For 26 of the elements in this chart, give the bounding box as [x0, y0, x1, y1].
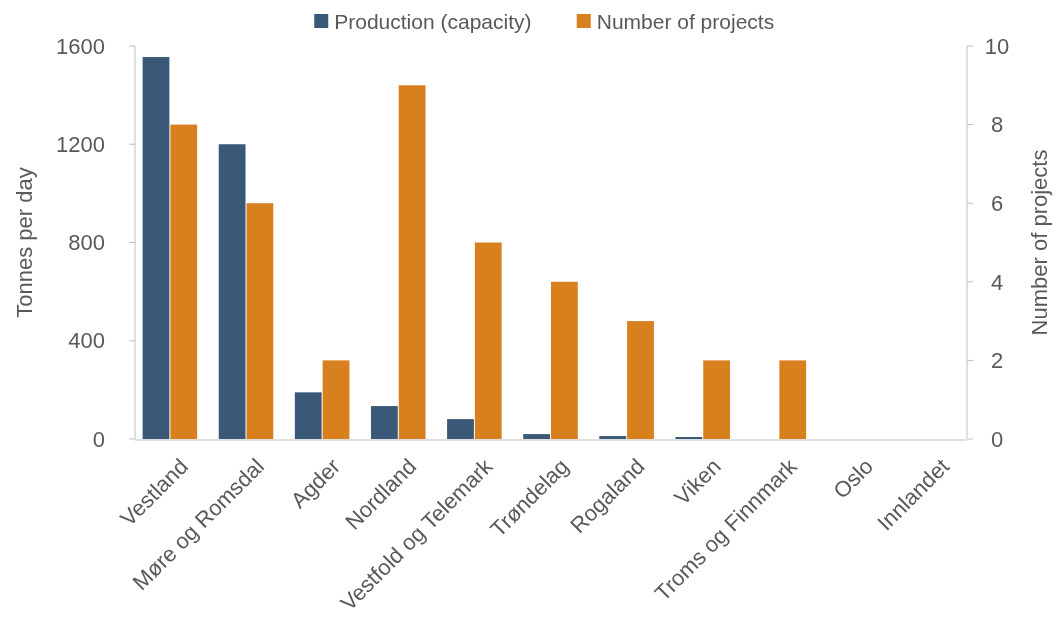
y-axis-title: Tonnes per day [12, 167, 37, 318]
y-tick-label: 0 [92, 426, 105, 452]
y2-tick-label: 8 [990, 112, 1004, 138]
y2-tick-label: 6 [990, 190, 1004, 216]
y2-tick-label: 10 [984, 33, 1010, 59]
bar [447, 419, 474, 439]
y2-axis-title: Number of projects [1027, 149, 1052, 336]
bar [370, 406, 398, 439]
bar [523, 434, 550, 439]
legend-label: Production (capacity) [334, 10, 532, 34]
y2-tick-label: 0 [990, 426, 1004, 452]
bar [627, 321, 654, 439]
bar [398, 85, 426, 439]
y-tick-label: 1200 [56, 131, 105, 157]
y-tick-label: 400 [68, 328, 105, 354]
y-tick-label: 800 [68, 230, 105, 256]
x-tick-label: Oslo [828, 453, 878, 504]
bar [551, 281, 578, 439]
y2-tick-label: 2 [990, 348, 1004, 374]
bar [474, 242, 502, 439]
y-tick-label: 1600 [56, 33, 105, 59]
legend-label: Number of projects [596, 10, 775, 34]
bar [779, 360, 807, 439]
y2-tick-label: 4 [990, 269, 1004, 295]
bar [703, 360, 731, 439]
bar [599, 436, 627, 439]
